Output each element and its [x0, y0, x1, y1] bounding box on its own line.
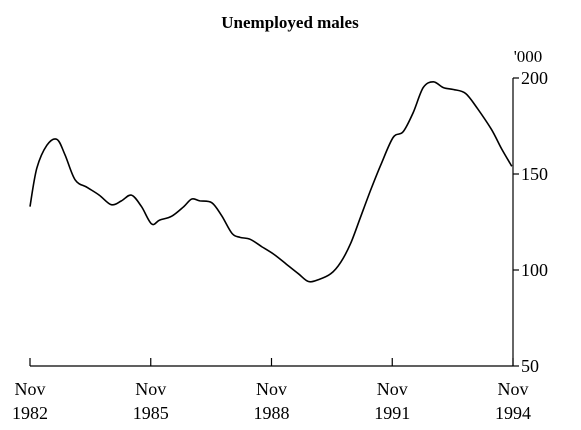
series-line: [29, 81, 513, 283]
x-tick-label-month: Nov: [135, 379, 166, 399]
y-tick-label: 200: [521, 68, 548, 88]
y-tick-label: 50: [521, 356, 539, 376]
series-group: [29, 81, 513, 283]
axes: 50 100 150 200 Nov 1982 Nov 1985 Nov 1988 Nov 1991 N…: [12, 68, 548, 423]
y-axis-unit: '000: [514, 47, 543, 66]
x-tick-label-year: 1988: [254, 403, 290, 423]
y-tick-label: 150: [521, 164, 548, 184]
x-tick-label-month: Nov: [256, 379, 287, 399]
chart-title: Unemployed males: [221, 13, 359, 32]
x-tick-label-year: 1985: [133, 403, 169, 423]
x-tick-label-month: Nov: [498, 379, 529, 399]
x-tick-label-year: 1991: [374, 403, 410, 423]
x-tick-label-year: 1982: [12, 403, 48, 423]
x-tick-label-month: Nov: [377, 379, 408, 399]
y-tick-label: 100: [521, 260, 548, 280]
x-tick-label-month: Nov: [15, 379, 46, 399]
x-tick-label-year: 1994: [495, 403, 531, 423]
